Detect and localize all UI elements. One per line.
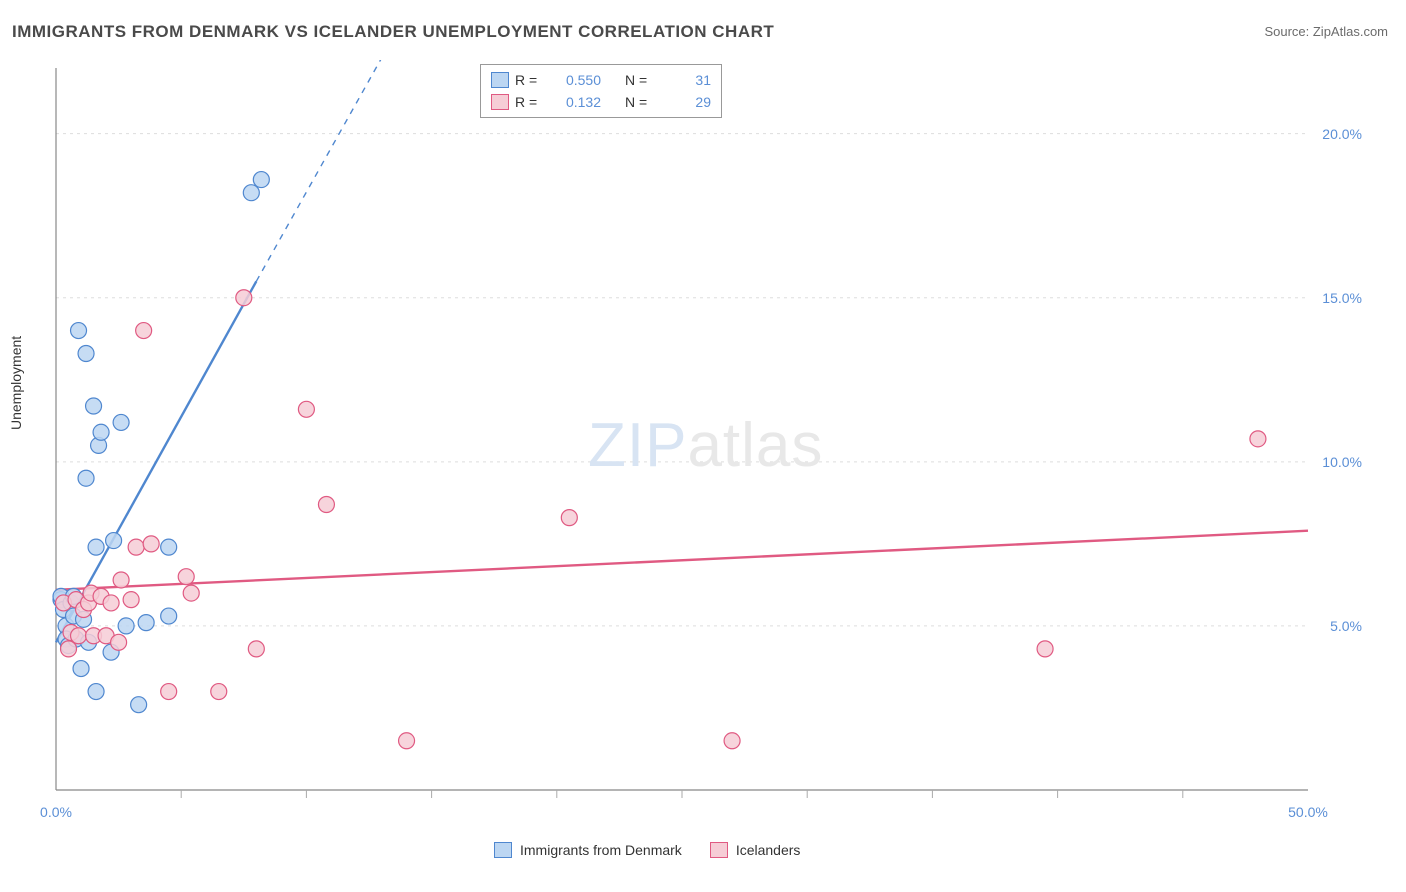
legend-label-icelanders: Icelanders bbox=[736, 842, 801, 858]
swatch-denmark bbox=[491, 72, 509, 88]
chart-title: IMMIGRANTS FROM DENMARK VS ICELANDER UNE… bbox=[12, 22, 774, 42]
scatter-chart bbox=[48, 60, 1368, 820]
x-tick-label: 0.0% bbox=[40, 804, 72, 820]
r-value-icelanders: 0.132 bbox=[551, 94, 601, 110]
legend-item-denmark: Immigrants from Denmark bbox=[494, 842, 682, 858]
legend-item-icelanders: Icelanders bbox=[710, 842, 801, 858]
swatch-icelanders bbox=[491, 94, 509, 110]
n-label: N = bbox=[625, 72, 655, 88]
r-label-2: R = bbox=[515, 94, 545, 110]
n-label-2: N = bbox=[625, 94, 655, 110]
y-tick-label: 5.0% bbox=[1330, 618, 1362, 634]
legend-series: Immigrants from Denmark Icelanders bbox=[494, 842, 800, 858]
plot-area: ZIPatlas R = 0.550 N = 31 R = 0.132 N = … bbox=[48, 60, 1368, 820]
legend-stats-row-denmark: R = 0.550 N = 31 bbox=[491, 69, 711, 91]
y-axis-label: Unemployment bbox=[8, 336, 24, 430]
legend-stats-row-icelanders: R = 0.132 N = 29 bbox=[491, 91, 711, 113]
y-tick-label: 20.0% bbox=[1322, 126, 1362, 142]
n-value-icelanders: 29 bbox=[661, 94, 711, 110]
y-tick-label: 15.0% bbox=[1322, 290, 1362, 306]
n-value-denmark: 31 bbox=[661, 72, 711, 88]
swatch-denmark-2 bbox=[494, 842, 512, 858]
legend-stats: R = 0.550 N = 31 R = 0.132 N = 29 bbox=[480, 64, 722, 118]
legend-label-denmark: Immigrants from Denmark bbox=[520, 842, 682, 858]
source-attribution: Source: ZipAtlas.com bbox=[1264, 24, 1388, 39]
r-label: R = bbox=[515, 72, 545, 88]
r-value-denmark: 0.550 bbox=[551, 72, 601, 88]
y-tick-label: 10.0% bbox=[1322, 454, 1362, 470]
swatch-icelanders-2 bbox=[710, 842, 728, 858]
x-tick-label: 50.0% bbox=[1288, 804, 1328, 820]
